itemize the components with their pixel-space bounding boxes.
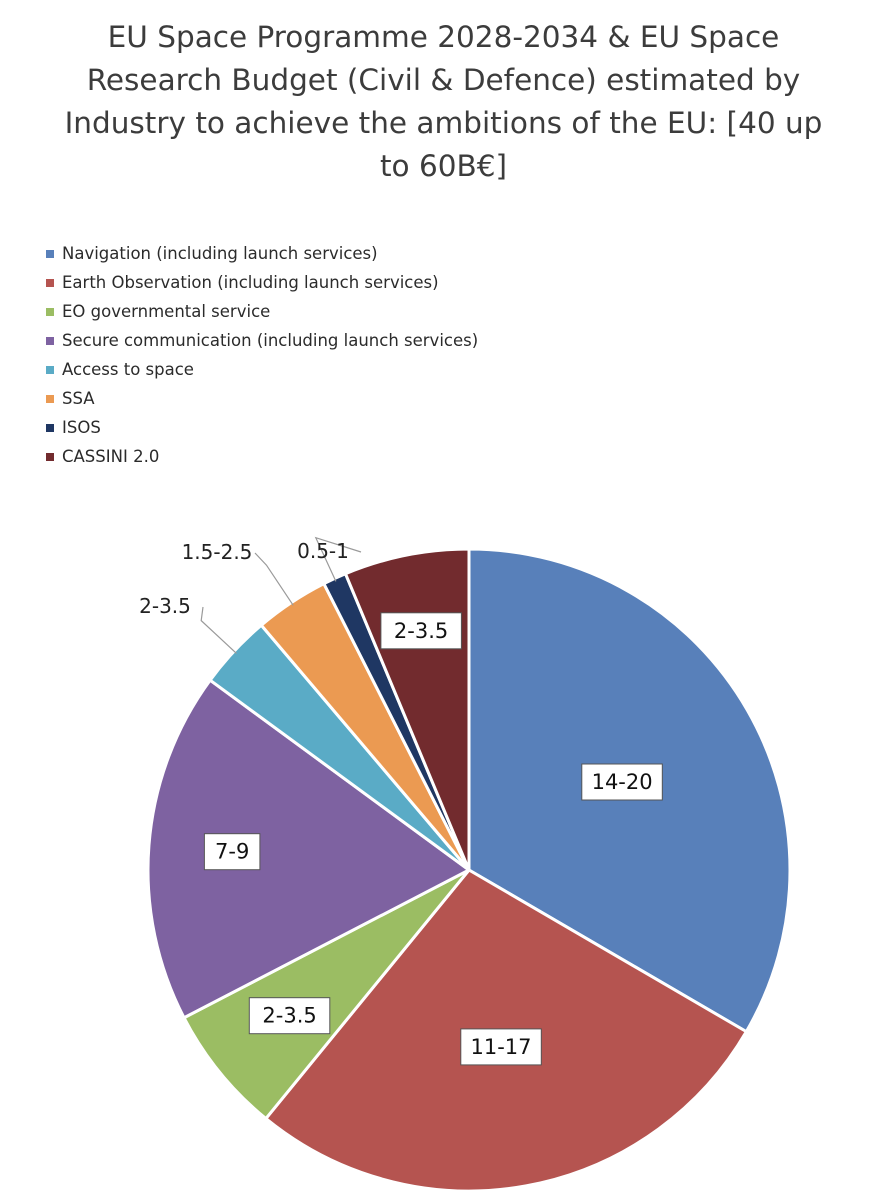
data-label-outside: 0.5-1 [297, 536, 362, 582]
legend-swatch [46, 307, 54, 316]
legend-swatch [46, 423, 54, 432]
chart-title-line: Research Budget (Civil & Defence) estima… [86, 63, 801, 97]
legend-swatch [46, 452, 54, 461]
data-label-text: 2-3.5 [139, 594, 191, 618]
legend-swatch [46, 278, 54, 287]
leader-line [200, 606, 237, 654]
legend-label: EO governmental service [62, 302, 271, 321]
legend-item-cassini: CASSINI 2.0 [46, 442, 478, 471]
legend-label: Earth Observation (including launch serv… [62, 273, 439, 292]
legend-label: Secure communication (including launch s… [62, 331, 479, 350]
chart-title-line: EU Space Programme 2028-2034 & EU Space [107, 20, 780, 54]
legend-label: CASSINI 2.0 [62, 447, 160, 466]
data-label-text: 7-9 [215, 840, 249, 864]
leader-line [314, 536, 362, 582]
data-label-text: 14-20 [592, 770, 653, 794]
legend-item-navigation: Navigation (including launch services) [46, 239, 478, 268]
data-label-text: 2-3.5 [262, 1004, 316, 1028]
chart-title-line: Industry to achieve the ambitions of the… [64, 106, 823, 140]
legend-swatch [46, 394, 54, 403]
data-label-text: 0.5-1 [297, 539, 349, 563]
data-label-box [203, 833, 261, 871]
pie-slice [146, 678, 471, 1020]
chart-title-line: to 60B€] [379, 149, 508, 183]
data-label: 11-17 [460, 1028, 542, 1066]
legend-item-isos: ISOS [46, 413, 478, 442]
data-label-outside: 2-3.5 [139, 594, 237, 654]
data-label: 14-20 [581, 763, 663, 801]
legend-swatch [46, 336, 54, 345]
data-label-text: 1.5-2.5 [182, 540, 253, 564]
legend-item-secure-communication: Secure communication (including launch s… [46, 326, 478, 355]
data-label: 7-9 [203, 833, 261, 871]
legend-item-ssa: SSA [46, 384, 478, 413]
chart-legend: Navigation (including launch services) E… [46, 239, 478, 471]
pie-slice [182, 868, 471, 1121]
legend-item-earth-observation: Earth Observation (including launch serv… [46, 268, 478, 297]
data-label-box [248, 997, 331, 1035]
legend-label: Navigation (including launch services) [62, 244, 378, 263]
data-label-text: 2-3.5 [394, 619, 448, 643]
chart-title: EU Space Programme 2028-2034 & EU Space … [0, 16, 887, 188]
legend-swatch [46, 249, 54, 258]
legend-swatch [46, 365, 54, 374]
leader-line [254, 552, 294, 606]
data-label-box [581, 763, 663, 801]
data-label: 2-3.5 [380, 612, 462, 650]
legend-item-access-to-space: Access to space [46, 355, 478, 384]
data-label: 2-3.5 [248, 997, 331, 1035]
legend-label: Access to space [62, 360, 194, 379]
data-label-box [380, 612, 462, 650]
data-label-text: 11-17 [470, 1035, 531, 1059]
data-label-box [460, 1028, 542, 1066]
pie-labels: 14-20 11-17 2-3.5 7-9 2-3.5 2-3.5 1.5-2.5 0.5-1 [139, 536, 663, 1066]
legend-label: ISOS [62, 418, 101, 437]
data-label-outside: 1.5-2.5 [182, 540, 294, 606]
legend-item-eo-governmental-service: EO governmental service [46, 297, 478, 326]
legend-label: SSA [62, 389, 95, 408]
